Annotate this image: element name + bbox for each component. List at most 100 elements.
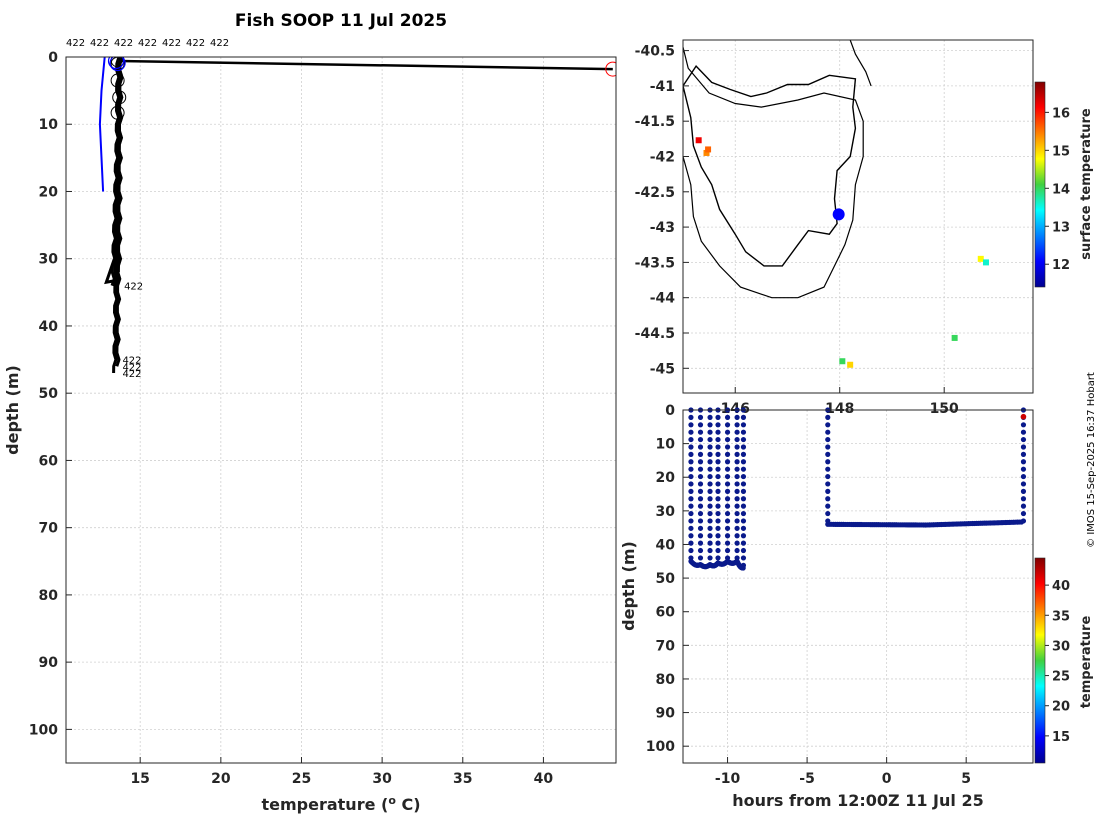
map-data [683, 40, 989, 368]
profile-black-hook [104, 258, 118, 285]
time-depth-colorbar-tick-label: 35 [1052, 609, 1070, 624]
time-depth-point [715, 459, 721, 465]
time-depth-point [734, 451, 740, 457]
time-depth-point [715, 444, 721, 450]
profile-y-tick-label: 10 [39, 117, 59, 133]
time-depth-point [740, 436, 747, 443]
time-depth-y-axis-label: depth (m) [619, 541, 638, 631]
time-depth-point [715, 510, 721, 517]
time-depth-point [715, 555, 721, 561]
map-x-tick-label: 148 [825, 401, 854, 417]
time-depth-point [740, 525, 747, 531]
time-depth-point [740, 466, 747, 472]
time-depth-point [697, 473, 704, 480]
time-depth-point [724, 459, 731, 465]
time-depth-point [734, 473, 740, 480]
profile-y-tick-label: 20 [39, 184, 59, 200]
map-sst-pixel [839, 358, 846, 365]
profile-x-tick-label: 40 [534, 771, 554, 787]
time-depth-point [740, 481, 747, 487]
profile-id-label: 422 [124, 282, 143, 293]
map-y-tick-label: -40.5 [635, 44, 675, 60]
time-depth-point [715, 533, 721, 539]
time-depth-point [825, 429, 831, 435]
time-depth-point [734, 533, 740, 539]
time-depth-point [688, 422, 694, 428]
time-depth-y-tick-label: 80 [656, 672, 676, 688]
time-depth-point [707, 422, 713, 428]
profile-x-axis-label: temperature (o C) [261, 794, 420, 814]
profile-blue-circle [107, 57, 125, 70]
time-depth-point [697, 518, 704, 524]
map-colorbar-tick-label: 14 [1052, 182, 1070, 197]
time-depth-x-axis-label: hours from 12:00Z 11 Jul 25 [732, 791, 983, 810]
time-depth-point [724, 481, 731, 487]
time-depth-point [825, 503, 831, 509]
time-depth-colorbar-tick-label: 30 [1052, 639, 1070, 654]
time-depth-y-tick-label: 70 [656, 638, 676, 654]
map-colorbar [1034, 81, 1046, 288]
profile-series-line-1 [117, 59, 613, 71]
time-depth-point [734, 525, 740, 531]
time-depth-point [715, 422, 721, 428]
time-depth-point [1020, 451, 1027, 457]
profile-y-tick-label: 90 [39, 655, 59, 671]
profile-ticks: 15 20 25 30 35 40 0 10 20 30 40 50 60 70 80 90 100 [29, 50, 554, 787]
map-colorbar-tick-label: 12 [1052, 258, 1070, 273]
time-depth-point [707, 451, 713, 457]
time-depth-point [707, 540, 713, 546]
time-depth-point [697, 503, 704, 509]
time-depth-data [688, 407, 1027, 571]
time-depth-point [715, 481, 721, 487]
time-depth-point [734, 547, 740, 554]
time-depth-point [715, 525, 721, 531]
time-depth-point [740, 488, 747, 494]
profile-blue-circle [109, 57, 126, 72]
time-depth-point [688, 510, 694, 517]
time-depth-point [688, 488, 694, 494]
profile-black-circle [112, 90, 127, 105]
time-depth-point [724, 422, 731, 428]
map-sst-pixel [695, 137, 702, 144]
profile-x-tick-label: 30 [372, 771, 392, 787]
time-depth-point [740, 473, 747, 480]
time-depth-point [697, 488, 704, 494]
map-colorbar-ticks: 12 13 14 15 16 [1045, 106, 1070, 273]
time-depth-point [734, 466, 740, 472]
time-depth-point [825, 436, 831, 443]
time-depth-point [825, 481, 831, 487]
time-depth-point [1020, 436, 1027, 443]
time-depth-point [707, 481, 713, 487]
map-shelf-contour [683, 46, 864, 299]
map-y-tick-label: -44.5 [635, 326, 675, 342]
time-depth-point [688, 414, 694, 420]
profile-series-line-0 [98, 57, 106, 192]
time-depth-point [734, 429, 740, 435]
time-depth-point [734, 510, 740, 517]
time-depth-point [688, 429, 694, 435]
time-depth-point [724, 510, 731, 517]
time-depth-point [707, 459, 713, 465]
profile-grid [66, 56, 616, 763]
time-depth-point [697, 496, 704, 502]
time-depth-point [1018, 519, 1025, 525]
time-depth-point [740, 547, 747, 554]
time-depth-point [724, 451, 731, 457]
time-depth-point [688, 525, 694, 531]
time-depth-point [724, 533, 731, 539]
time-depth-point [1020, 510, 1027, 517]
time-depth-point [734, 436, 740, 443]
time-depth-y-tick-label: 50 [656, 571, 676, 587]
time-depth-colorbar-tick-label: 40 [1052, 579, 1070, 594]
time-depth-point [825, 466, 831, 472]
time-depth-point [715, 496, 721, 502]
time-depth-point [697, 451, 704, 457]
time-depth-point [688, 540, 694, 546]
time-depth-point [734, 459, 740, 465]
time-depth-point [740, 565, 746, 571]
time-depth-point [734, 414, 740, 420]
time-depth-point [707, 533, 713, 539]
map-y-tick-label: -42.5 [635, 185, 675, 201]
profile-frame [65, 56, 617, 764]
time-depth-point [825, 414, 831, 420]
